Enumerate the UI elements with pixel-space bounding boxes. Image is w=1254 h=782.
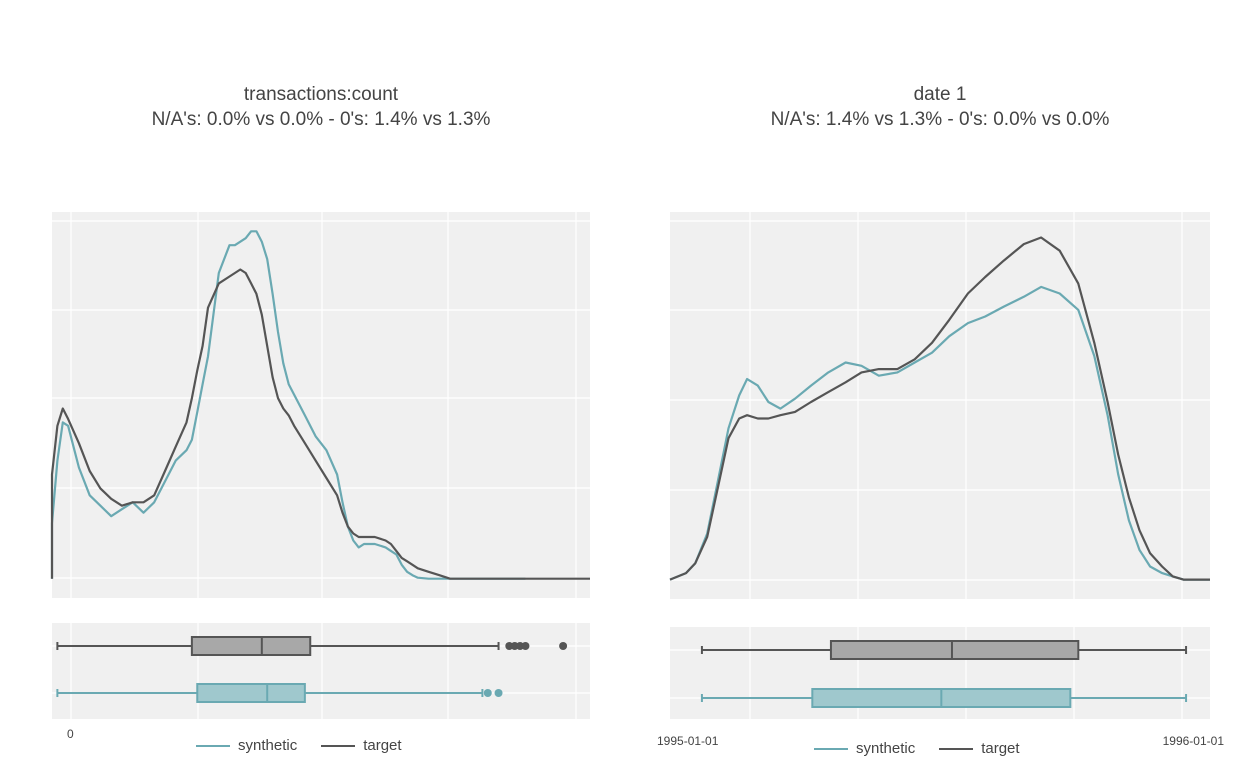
chart-1-title-text: transactions:count xyxy=(243,84,399,105)
legend-label-synthetic: synthetic xyxy=(856,740,916,757)
boxplot-box-synthetic xyxy=(196,683,306,703)
legend-swatch-target xyxy=(321,744,356,747)
chart-1-legend: synthetic target xyxy=(196,737,416,754)
chart-2-title-text: date 1 xyxy=(913,84,967,105)
boxplot-box-target xyxy=(829,640,1080,660)
density-line-synthetic xyxy=(669,285,1210,581)
boxplot-box-target xyxy=(190,636,312,656)
x-tick-label: 1996-01-01 xyxy=(1163,734,1225,748)
x-tick-label: 1995-01-01 xyxy=(657,734,719,748)
chart-1-box-panel xyxy=(52,623,590,719)
chart-1-title: transactions:count N/A's: 0.0% vs 0.0% -… xyxy=(52,82,590,132)
legend-swatch-synthetic xyxy=(814,747,848,750)
chart-1-subtitle: N/A's: 0.0% vs 0.0% - 0's: 1.4% vs 1.3% xyxy=(151,109,491,130)
density-line-target xyxy=(50,268,590,580)
boxplot-outlier-target xyxy=(521,642,530,650)
legend-item-target: target xyxy=(939,740,1020,757)
chart-2-legend: synthetic target xyxy=(814,740,1034,757)
legend-label-target: target xyxy=(981,740,1020,757)
legend-label-synthetic: synthetic xyxy=(238,737,298,754)
legend-item-synthetic: synthetic xyxy=(196,737,297,754)
density-line-synthetic xyxy=(50,230,526,580)
boxplot-outlier-synthetic xyxy=(494,689,503,697)
legend-label-target: target xyxy=(363,737,402,754)
x-tick-label: 0 xyxy=(67,727,74,741)
chart-2-title: date 1 N/A's: 1.4% vs 1.3% - 0's: 0.0% v… xyxy=(670,82,1210,132)
chart-1-density-panel xyxy=(52,212,590,598)
legend-item-synthetic: synthetic xyxy=(814,740,915,757)
boxplot-outlier-synthetic xyxy=(483,689,492,697)
legend-item-target: target xyxy=(321,737,402,754)
chart-2-subtitle: N/A's: 1.4% vs 1.3% - 0's: 0.0% vs 0.0% xyxy=(770,109,1110,130)
boxplot-outlier-target xyxy=(559,642,568,650)
density-line-target xyxy=(669,236,1210,581)
chart-2-density-panel xyxy=(670,212,1210,599)
legend-swatch-synthetic xyxy=(196,744,230,747)
legend-swatch-target xyxy=(939,747,974,750)
